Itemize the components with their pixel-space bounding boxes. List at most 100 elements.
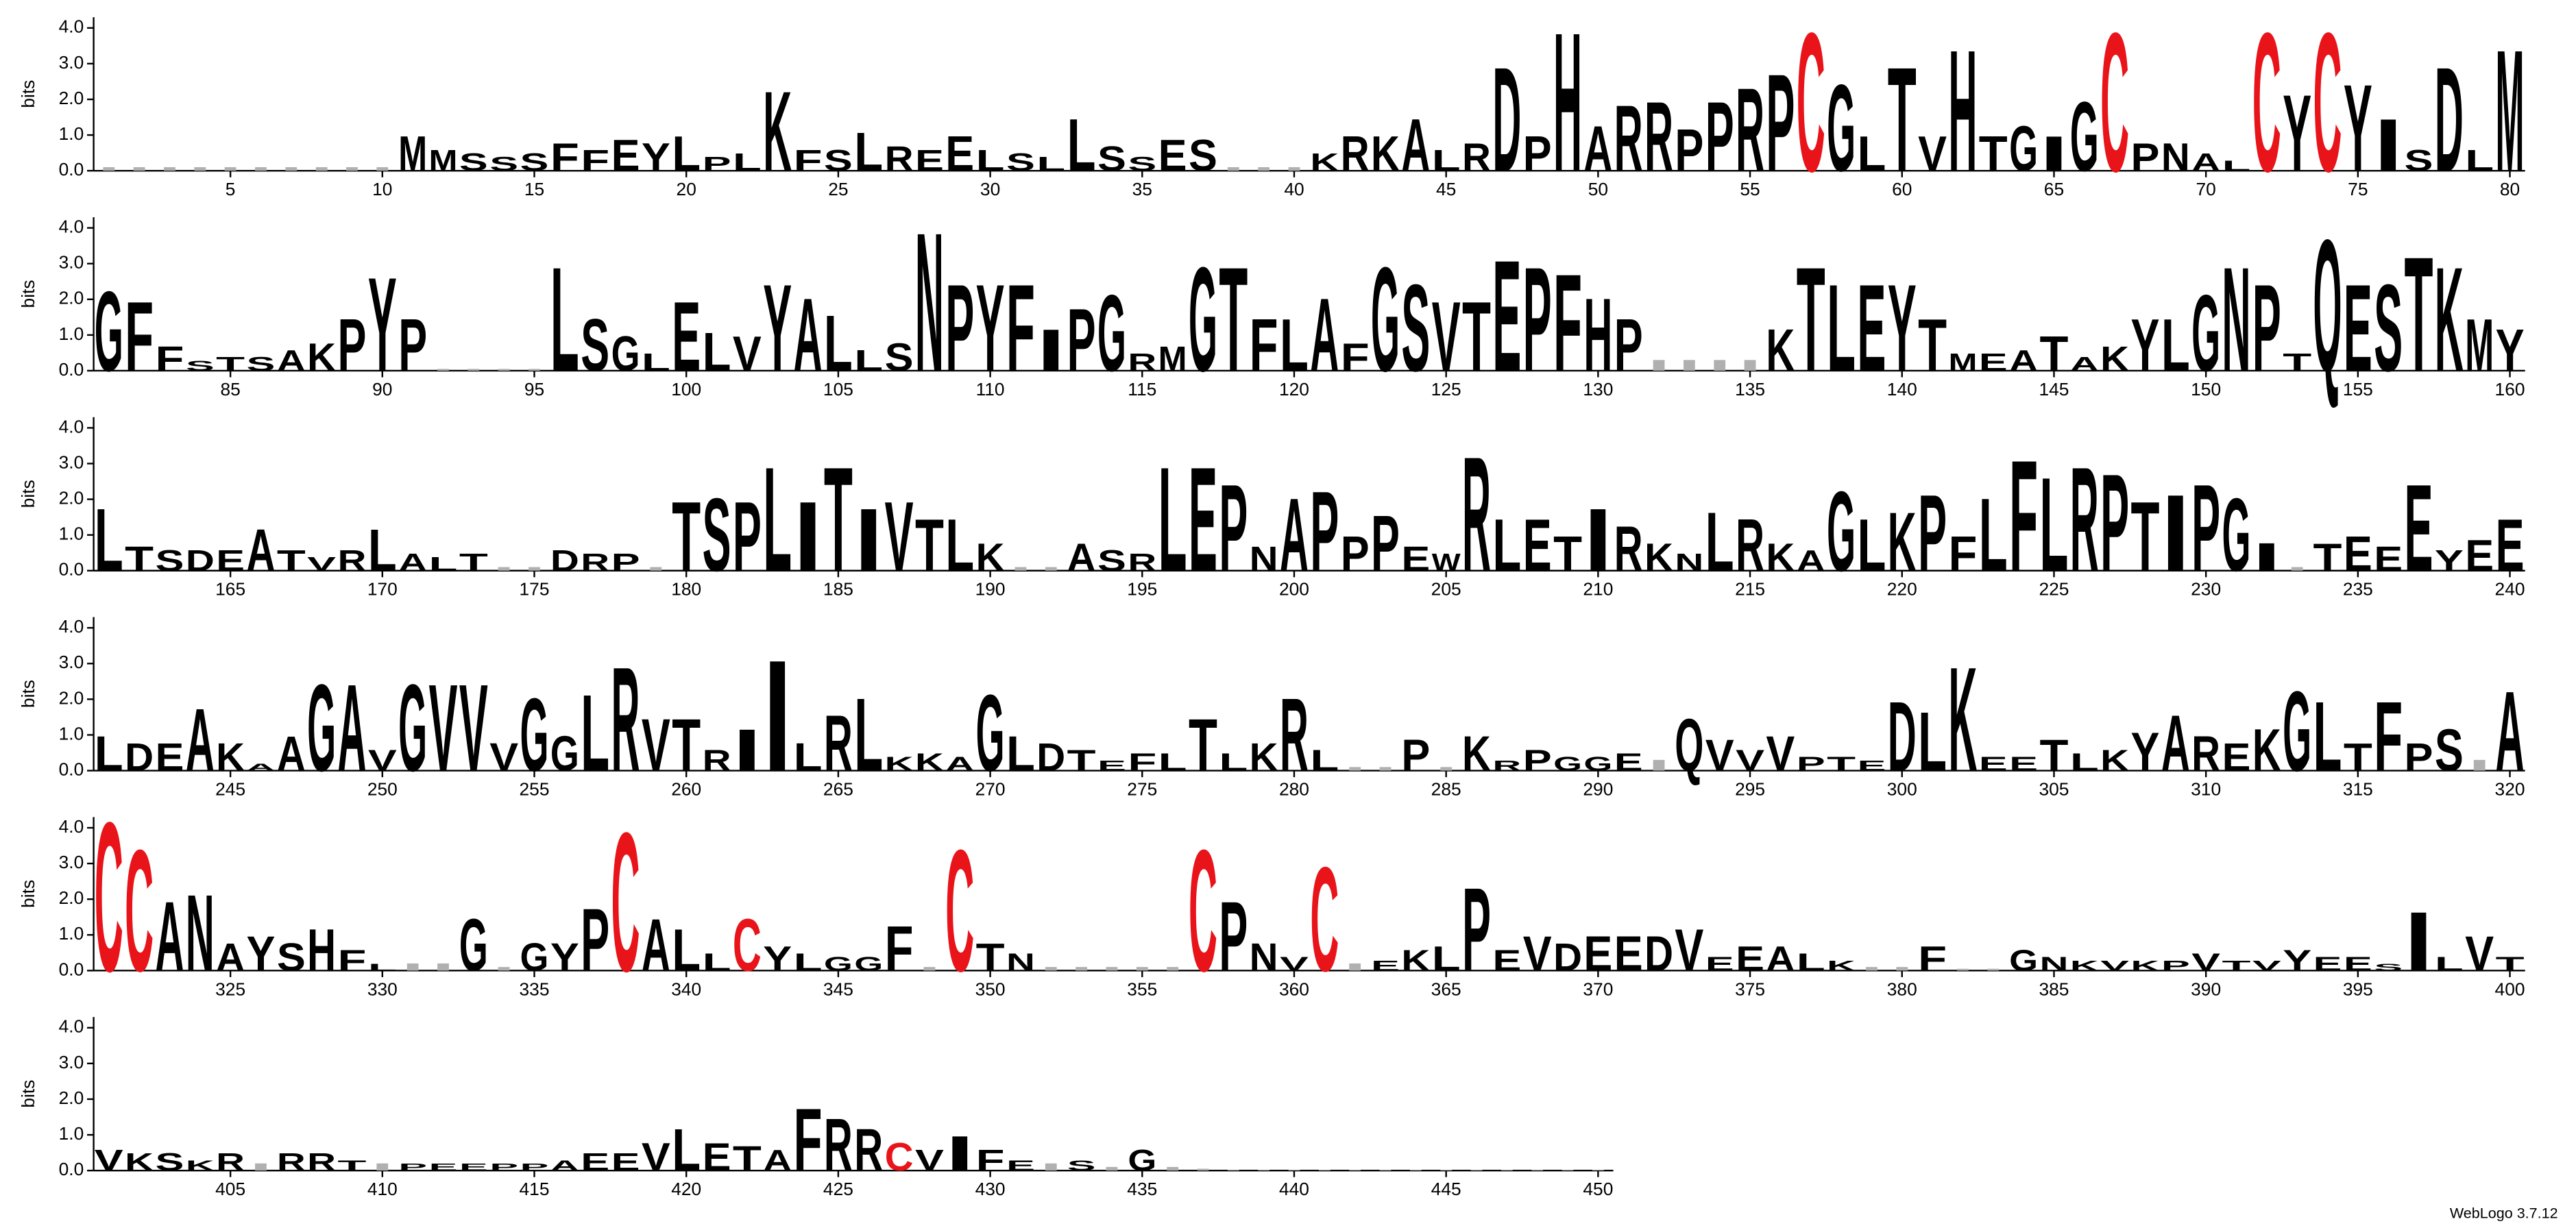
logo-letter: M [429,144,458,177]
logo-letter: Y [2283,73,2311,195]
logo-letter: E [1006,1157,1035,1174]
logo-letter: R [216,1149,245,1176]
logo-letter: V [489,735,518,779]
logo-letter: F [794,1090,823,1190]
logo-letter: L [1006,726,1035,781]
logo-letter: K [1462,726,1491,781]
logo-letter: R [2191,726,2220,781]
logo-letter: L [581,672,609,794]
logo-letter: R [1614,513,1643,585]
logo-letter: R [824,699,853,787]
logo-letter: E [611,131,640,181]
x-tick-label: 55 [1740,179,1760,199]
logo-letter: L [945,504,974,587]
logo-letter: L [703,948,731,976]
x-tick-label: 130 [1583,379,1613,400]
logo-letter: S [1401,258,1430,397]
y-tick-label: 4.0 [59,217,84,237]
x-tick-label: 145 [2039,379,2069,400]
logo-letter: L [1797,948,1825,976]
x-tick-label: 380 [1887,979,1917,999]
logo-letter: W [1432,548,1461,576]
logo-letter: N [915,192,944,413]
y-tick-label: 1.0 [59,1123,84,1144]
logo-letter: T [2222,957,2251,974]
y-tick-label: 1.0 [59,524,84,544]
y-axis-label: bits [18,1080,38,1108]
y-axis-label: bits [18,880,38,908]
y-tick-label: 4.0 [59,816,84,837]
logo-letter: V [2191,948,2220,976]
x-tick-label: 230 [2191,579,2221,600]
low-information-stack [498,567,510,571]
logo-letter: R [1341,126,1370,182]
logo-letter: A [277,344,306,377]
logo-letter: R [277,1149,306,1176]
logo-letter: C [2313,0,2342,213]
logo-letter: N [1675,548,1703,576]
logo-letter: K [1766,317,1795,384]
logo-letter: K [976,535,1005,579]
x-tick-label: 285 [1431,778,1461,799]
y-tick-label: 0.0 [59,759,84,780]
logo-letter: G [2009,944,2038,977]
logo-letter: L [1857,504,1886,587]
y-tick-label: 0.0 [59,559,84,580]
logo-letter: C [1797,0,1825,213]
y-tick-label: 3.0 [59,252,84,273]
x-tick-label: 430 [975,1179,1006,1199]
logo-letter: P [703,153,731,175]
logo-letter: E [1583,926,1612,981]
logo-letter: G [854,953,883,974]
logo-letter: C [2252,0,2281,213]
logo-letter: F [2374,681,2403,792]
logo-letter: E [1158,131,1187,181]
logo-letter: V [1675,917,1703,983]
logo-letter: A [1401,104,1430,187]
logo-letter: E [459,1162,488,1172]
low-information-stack [528,567,540,571]
logo-letter: P [1523,236,1552,402]
x-tick-label: 245 [215,778,245,799]
x-tick-label: 5 [226,179,236,199]
x-tick-label: 280 [1279,778,1309,799]
logo-letter: G [520,935,549,979]
logo-letter: G [976,672,1005,794]
logo-letter: T [1918,304,1947,387]
logo-letter: I [1583,490,1612,590]
x-tick-label: 215 [1735,579,1765,600]
low-information-stack [164,167,175,171]
logo-letter: N [2039,953,2068,974]
logo-letter: R [611,637,640,802]
logo-letter: E [1523,504,1552,587]
logo-letter: A [186,689,215,789]
low-information-stack [1106,1166,1118,1171]
logo-letter: L [794,948,823,976]
logo-letter: C [611,791,640,1013]
logo-letter: A [2496,667,2525,795]
y-tick-label: 3.0 [59,652,84,672]
logo-letter: R [1462,135,1491,180]
x-tick-label: 260 [671,778,701,799]
logo-letter: A [945,752,974,774]
logo-letter: V [429,659,458,797]
x-tick-label: 450 [1583,1179,1613,1199]
logo-letter: F [338,944,367,977]
logo-letter: K [2435,236,2464,402]
logo-letter: P [1462,863,1491,996]
logo-letter: T [2313,535,2342,579]
logo-letter: T [2283,348,2311,376]
low-information-stack [376,1163,389,1171]
logo-letter: E [1401,539,1430,578]
x-tick-label: 100 [671,379,701,400]
x-tick-label: 80 [2500,179,2520,199]
logo-letter: Y [247,926,276,981]
logo-letter: T [277,544,306,577]
logo-letter: Y [1888,258,1917,397]
logo-letter: P [2252,258,2281,397]
logo-letter: K [2100,339,2129,378]
logo-letter: P [338,304,367,387]
logo-letter: F [794,144,823,177]
low-information-stack [1288,167,1300,171]
logo-letter: L [2070,748,2099,776]
